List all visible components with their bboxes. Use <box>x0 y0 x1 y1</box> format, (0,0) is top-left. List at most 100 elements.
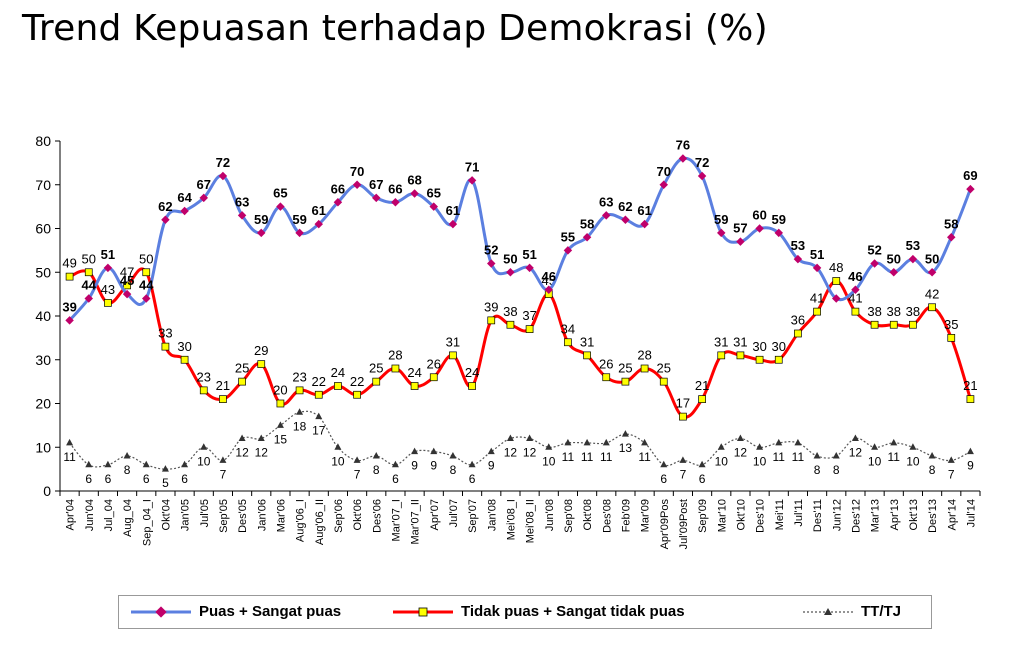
x-tick-label: Jan'06 <box>256 499 268 531</box>
point-puas <box>736 237 745 246</box>
point-tt <box>736 434 744 441</box>
point-tt <box>832 452 840 459</box>
x-tick-labels: Apr'04 Jun'04 Jul_04 Aug_04 Sep_04_I Okt'04 Ja… <box>65 499 978 550</box>
x-tick-label: Jan'05 <box>180 499 192 531</box>
data-label-puas: 51 <box>101 247 115 262</box>
x-tick-label: Mar'07_II <box>410 499 422 545</box>
x-tick-label: Okt'13 <box>908 499 920 530</box>
point-tidak <box>84 268 93 277</box>
data-label-tt: 6 <box>181 472 188 486</box>
data-label-tt: 12 <box>235 446 249 460</box>
point-tt <box>794 438 802 446</box>
legend-tt-label: TT/TJ <box>861 603 901 620</box>
point-tt <box>813 452 821 459</box>
point-puas <box>276 202 285 211</box>
point-tt <box>851 434 859 441</box>
point-puas <box>410 189 419 198</box>
data-label-tt: 12 <box>734 446 748 460</box>
data-label-puas: 65 <box>273 186 287 201</box>
x-tick-label: Okt'10 <box>735 499 747 530</box>
data-label-puas: 62 <box>618 199 632 214</box>
data-label-tt: 6 <box>105 472 112 486</box>
data-label-puas: 58 <box>944 216 958 231</box>
point-puas <box>372 193 381 203</box>
data-label-tt: 15 <box>274 432 288 446</box>
point-tidak <box>353 390 361 399</box>
series-line-tidak <box>69 267 972 419</box>
data-label-tidak: 31 <box>714 334 728 349</box>
point-tt <box>698 460 706 468</box>
point-tt <box>430 447 438 455</box>
x-tick-label: Jun'08 <box>544 499 556 531</box>
x-tick-label: Aug'06_I <box>295 499 307 542</box>
point-tt <box>928 452 936 459</box>
point-tt <box>449 452 457 459</box>
point-tt <box>947 456 955 463</box>
data-label-puas: 58 <box>580 216 594 231</box>
data-label-puas: 59 <box>714 212 728 227</box>
data-label-tidak: 28 <box>637 348 651 363</box>
data-label-puas: 44 <box>82 278 97 293</box>
data-label-tidak: 22 <box>312 374 326 389</box>
data-label-tt: 10 <box>753 454 767 468</box>
point-tidak <box>238 377 246 386</box>
point-tidak <box>659 377 668 386</box>
point-puas <box>65 316 74 325</box>
data-label-tt: 6 <box>392 472 399 486</box>
data-label-puas: 67 <box>197 177 211 192</box>
y-tick-label: 10 <box>35 439 51 455</box>
data-label-tt: 11 <box>600 450 613 464</box>
data-label-tt: 7 <box>680 467 687 481</box>
x-tick-label: Apr'07 <box>429 499 441 530</box>
point-puas <box>544 285 553 294</box>
point-puas <box>506 268 515 277</box>
point-tidak <box>909 320 917 329</box>
data-label-tt: 6 <box>143 472 150 486</box>
point-tidak <box>391 364 400 373</box>
point-tidak <box>966 395 975 403</box>
point-puas <box>142 294 151 303</box>
data-label-puas: 50 <box>887 251 901 266</box>
data-label-tidak: 39 <box>484 299 498 314</box>
data-label-tidak: 33 <box>158 326 172 341</box>
data-label-tidak: 31 <box>580 334 594 349</box>
data-label-tt: 9 <box>411 459 418 473</box>
point-puas <box>429 202 438 211</box>
point-puas <box>908 254 918 264</box>
data-label-tt: 6 <box>85 472 92 486</box>
data-label-tidak: 23 <box>197 369 211 384</box>
data-label-tt: 11 <box>581 450 594 464</box>
point-tidak <box>506 320 515 329</box>
data-label-tidak: 38 <box>887 304 901 319</box>
y-tick-label: 70 <box>35 177 51 193</box>
x-tick-label: Jul'07 <box>448 499 460 527</box>
x-tick-label: Jun'04 <box>84 499 96 531</box>
point-tidak <box>774 355 783 364</box>
point-puas <box>161 215 170 224</box>
data-label-tt: 11 <box>562 450 575 464</box>
data-label-puas: 63 <box>599 194 613 209</box>
data-label-tt: 11 <box>792 450 805 464</box>
point-tidak <box>794 329 802 338</box>
data-label-tidak: 24 <box>331 365 345 380</box>
data-label-tidak: 43 <box>101 282 115 297</box>
point-tt <box>468 460 476 468</box>
x-tick-label: Apr'09Pos <box>659 499 671 550</box>
data-label-tt: 7 <box>220 467 227 481</box>
point-puas <box>257 228 266 238</box>
legend: Puas + Sangat puas Tidak puas + Sangat t… <box>118 595 932 629</box>
x-tick-label: Okt'08 <box>582 499 594 530</box>
point-tidak <box>161 342 170 351</box>
point-tidak <box>717 351 726 360</box>
data-label-tidak: 21 <box>216 378 230 393</box>
data-label-tt: 7 <box>948 467 955 481</box>
point-tt <box>123 452 131 459</box>
point-tt <box>238 434 246 441</box>
data-label-puas: 62 <box>158 199 172 214</box>
point-tt <box>602 438 610 446</box>
y-tick-label: 50 <box>35 264 51 280</box>
point-puas <box>870 259 879 268</box>
point-puas <box>966 184 975 194</box>
point-tt <box>161 465 169 472</box>
legend-puas-swatch <box>131 606 191 618</box>
